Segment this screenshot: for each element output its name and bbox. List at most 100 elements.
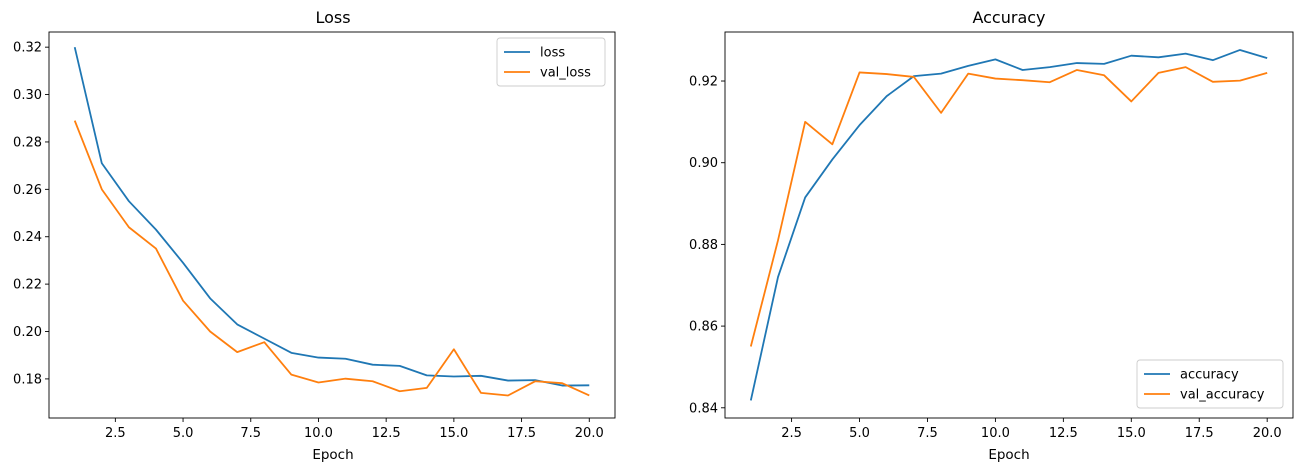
loss-series-loss-point bbox=[588, 384, 590, 386]
loss-series-val-loss-point bbox=[236, 351, 238, 353]
loss-ytick-label: 0.22 bbox=[13, 278, 42, 293]
accuracy-chart-title: Accuracy bbox=[972, 8, 1045, 27]
accuracy-xtick-label: 17.5 bbox=[1185, 426, 1214, 441]
accuracy-series-accuracy-point bbox=[1158, 56, 1160, 58]
loss-series-loss-point bbox=[209, 297, 211, 299]
loss-series-val-loss-point bbox=[74, 120, 76, 122]
loss-series-val-loss-point bbox=[290, 374, 292, 376]
loss-series-loss-point bbox=[182, 262, 184, 264]
loss-xtick-label: 10.0 bbox=[304, 426, 333, 441]
loss-series-val-loss-point bbox=[209, 331, 211, 333]
loss-ytick-label: 0.30 bbox=[13, 88, 42, 103]
loss-series-val-loss-point bbox=[372, 380, 374, 382]
loss-xtick-label: 17.5 bbox=[507, 426, 536, 441]
loss-legend-box bbox=[496, 37, 606, 87]
accuracy-legend-box bbox=[1136, 359, 1284, 409]
accuracy-series-val-accuracy-point bbox=[1158, 72, 1160, 74]
loss-legend: loss val_loss bbox=[496, 37, 606, 87]
accuracy-legend-label-accuracy: accuracy bbox=[1180, 368, 1239, 383]
accuracy-series-val-accuracy-point bbox=[1022, 79, 1024, 81]
accuracy-series-val-accuracy-point bbox=[831, 143, 833, 145]
loss-series-loss-point bbox=[318, 357, 320, 359]
loss-series-val-loss-point bbox=[534, 380, 536, 382]
accuracy-series-val-accuracy-point bbox=[967, 73, 969, 75]
loss-series-loss-point bbox=[290, 352, 292, 354]
loss-series-val-loss-point bbox=[345, 378, 347, 380]
loss-series-loss-point bbox=[101, 162, 103, 164]
accuracy-series-accuracy-point bbox=[831, 159, 833, 161]
accuracy-series-accuracy-point bbox=[750, 400, 752, 402]
accuracy-series-accuracy-point bbox=[995, 58, 997, 60]
loss-series-loss-point bbox=[399, 365, 401, 367]
accuracy-xtick-label: 15.0 bbox=[1117, 426, 1146, 441]
accuracy-series-val-accuracy-point bbox=[1239, 80, 1241, 82]
accuracy-series-accuracy-point bbox=[777, 276, 779, 278]
loss-series-loss-point bbox=[453, 376, 455, 378]
accuracy-series-val-accuracy-point bbox=[1103, 74, 1105, 76]
loss-series-loss-point bbox=[372, 364, 374, 366]
accuracy-series-accuracy-line bbox=[749, 49, 1268, 401]
accuracy-series-accuracy-point bbox=[1239, 49, 1241, 51]
accuracy-series-val-accuracy-point bbox=[750, 346, 752, 348]
loss-series-val-loss-point bbox=[263, 341, 265, 343]
accuracy-xtick-label: 10.0 bbox=[981, 426, 1010, 441]
loss-series-loss-point bbox=[345, 358, 347, 360]
accuracy-series-accuracy-point bbox=[1212, 59, 1214, 61]
loss-series-loss-point bbox=[155, 229, 157, 231]
accuracy-series-val-accuracy-point bbox=[804, 121, 806, 123]
accuracy-series-accuracy-point bbox=[1185, 53, 1187, 55]
accuracy-series-accuracy-point bbox=[804, 197, 806, 199]
loss-ytick-label: 0.28 bbox=[13, 135, 42, 150]
loss-ytick-label: 0.24 bbox=[13, 230, 42, 245]
loss-series-val-loss-point bbox=[453, 348, 455, 350]
accuracy-series-accuracy-point bbox=[886, 95, 888, 97]
accuracy-ytick-label: 0.86 bbox=[689, 320, 718, 335]
loss-series-val-loss-point bbox=[507, 395, 509, 397]
accuracy-series-accuracy-point bbox=[1022, 69, 1024, 71]
accuracy-chart: Accuracy Epoch 2.5 5.0 7.5 10.0 12.5 15.0 17.5… bbox=[689, 8, 1294, 463]
accuracy-series-accuracy-point bbox=[859, 124, 861, 126]
loss-series-val-loss-point bbox=[128, 226, 130, 228]
loss-series-loss-point bbox=[480, 375, 482, 377]
accuracy-series-val-accuracy-point bbox=[1049, 81, 1051, 83]
loss-legend-label-loss: loss bbox=[540, 46, 565, 61]
accuracy-xtick-label: 5.0 bbox=[849, 426, 870, 441]
accuracy-series-val-accuracy-point bbox=[913, 76, 915, 78]
accuracy-ytick-label: 0.84 bbox=[689, 401, 718, 416]
accuracy-ytick-label: 0.90 bbox=[689, 156, 718, 171]
loss-series-val-loss-point bbox=[561, 382, 563, 384]
loss-chart: Loss Epoch 2.5 5.0 7.5 10.0 12.5 15.0 17.5 20.0… bbox=[13, 8, 616, 463]
loss-series-val-loss-point bbox=[588, 395, 590, 397]
accuracy-ytick-label: 0.92 bbox=[689, 75, 718, 90]
loss-ytick-label: 0.18 bbox=[13, 372, 42, 387]
accuracy-series-accuracy-point bbox=[940, 73, 942, 75]
loss-xtick-label: 7.5 bbox=[240, 426, 261, 441]
accuracy-series-val-accuracy-point bbox=[886, 73, 888, 75]
accuracy-chart-xlabel: Epoch bbox=[988, 447, 1029, 463]
loss-legend-label-val-loss: val_loss bbox=[540, 66, 591, 81]
accuracy-series-val-accuracy-point bbox=[1266, 72, 1268, 74]
accuracy-legend-label-val-accuracy: val_accuracy bbox=[1180, 388, 1265, 403]
accuracy-xtick-label: 7.5 bbox=[917, 426, 938, 441]
loss-series-val-loss-line bbox=[73, 120, 590, 397]
accuracy-series-val-accuracy-point bbox=[777, 239, 779, 241]
accuracy-series-val-accuracy-point bbox=[940, 112, 942, 114]
loss-xtick-label: 2.5 bbox=[105, 426, 126, 441]
accuracy-series-accuracy-point bbox=[1049, 66, 1051, 68]
accuracy-legend: accuracy val_accuracy bbox=[1136, 359, 1284, 409]
loss-series-loss-point bbox=[128, 200, 130, 202]
accuracy-series-accuracy-point bbox=[1130, 55, 1132, 57]
loss-series-loss-point bbox=[263, 338, 265, 340]
loss-ytick-label: 0.26 bbox=[13, 183, 42, 198]
loss-ytick-label: 0.32 bbox=[13, 41, 42, 56]
accuracy-xtick-label: 12.5 bbox=[1049, 426, 1078, 441]
loss-axes-frame bbox=[48, 31, 616, 419]
loss-series-loss-point bbox=[426, 374, 428, 376]
loss-series-val-loss-point bbox=[318, 382, 320, 384]
loss-chart-xlabel: Epoch bbox=[312, 447, 353, 463]
accuracy-series-val-accuracy-point bbox=[1130, 101, 1132, 103]
loss-series-val-loss-point bbox=[399, 390, 401, 392]
loss-series-val-loss-point bbox=[182, 300, 184, 302]
accuracy-xtick-label: 20.0 bbox=[1253, 426, 1282, 441]
